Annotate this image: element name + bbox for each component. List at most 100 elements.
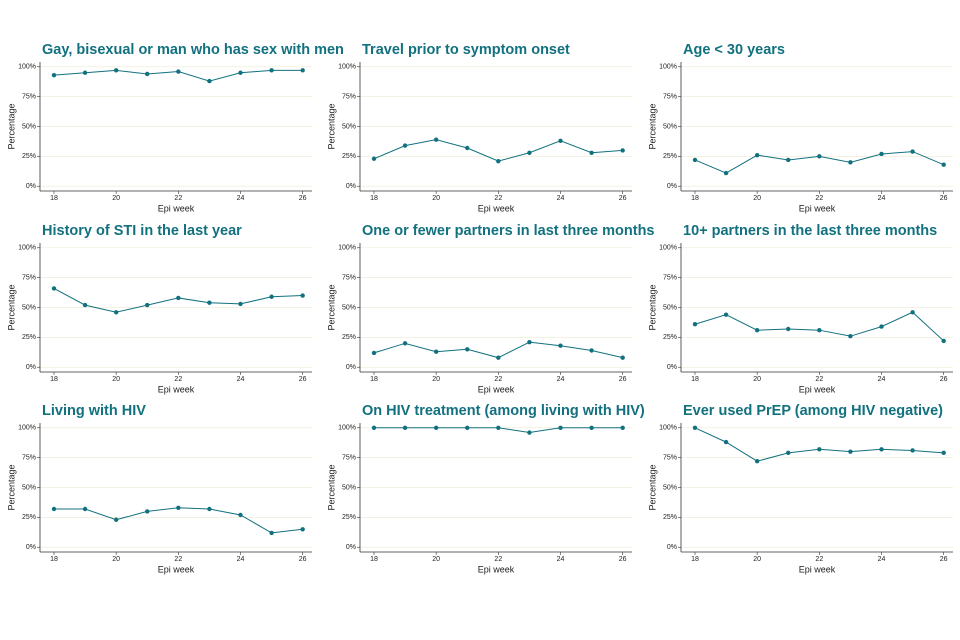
point bbox=[527, 430, 532, 435]
point bbox=[941, 338, 946, 344]
x-tick-label: 20 bbox=[753, 195, 761, 202]
x-tick-label: 20 bbox=[432, 556, 440, 563]
point bbox=[465, 145, 470, 151]
x-tick-label: 18 bbox=[691, 556, 699, 563]
x-tick-label: 18 bbox=[50, 556, 58, 563]
point bbox=[879, 447, 884, 452]
x-tick-label: 26 bbox=[940, 376, 948, 383]
point bbox=[589, 425, 594, 430]
y-tick-label: 25% bbox=[342, 334, 356, 341]
x-tick-label: 18 bbox=[370, 556, 378, 563]
x-tick-label: 24 bbox=[237, 376, 245, 383]
point bbox=[589, 348, 594, 353]
y-tick-label: 0% bbox=[667, 183, 677, 190]
y-axis-label: Percentage bbox=[6, 464, 16, 510]
y-tick-label: 25% bbox=[663, 514, 677, 521]
point bbox=[558, 343, 563, 348]
panel-title: 10+ partners in the last three months bbox=[683, 223, 937, 239]
point bbox=[402, 341, 408, 346]
x-tick-label: 26 bbox=[299, 556, 307, 563]
x-tick-label: 22 bbox=[174, 195, 182, 202]
x-axis-label: Epi week bbox=[158, 384, 195, 394]
point bbox=[176, 69, 181, 74]
point bbox=[620, 148, 625, 153]
x-tick-label: 20 bbox=[112, 556, 120, 563]
point bbox=[465, 425, 470, 430]
x-axis-label: Epi week bbox=[799, 384, 836, 394]
x-axis-label: Epi week bbox=[799, 564, 836, 574]
point bbox=[176, 295, 181, 301]
point bbox=[207, 78, 212, 84]
x-tick-label: 24 bbox=[557, 376, 565, 383]
y-tick-label: 25% bbox=[663, 153, 677, 160]
y-tick-label: 75% bbox=[22, 454, 36, 461]
point bbox=[879, 151, 884, 157]
x-axis-label: Epi week bbox=[158, 203, 195, 213]
point bbox=[941, 450, 946, 456]
x-tick-label: 22 bbox=[815, 195, 823, 202]
point bbox=[941, 162, 946, 167]
point bbox=[238, 512, 243, 518]
point bbox=[433, 425, 439, 430]
x-tick-label: 24 bbox=[237, 195, 245, 202]
point bbox=[269, 530, 274, 536]
y-tick-label: 100% bbox=[18, 245, 36, 252]
panel-title: On HIV treatment (among living with HIV) bbox=[362, 403, 645, 419]
panel-title: Living with HIV bbox=[42, 403, 146, 419]
line bbox=[373, 139, 623, 162]
y-tick-label: 75% bbox=[342, 93, 356, 100]
y-tick-label: 50% bbox=[342, 123, 356, 130]
point bbox=[558, 425, 563, 430]
x-tick-label: 20 bbox=[753, 556, 761, 563]
y-tick-label: 0% bbox=[346, 364, 356, 371]
x-tick-label: 20 bbox=[753, 376, 761, 383]
point bbox=[910, 448, 915, 453]
point bbox=[754, 327, 760, 333]
point bbox=[402, 425, 408, 430]
point bbox=[371, 156, 377, 161]
x-tick-label: 26 bbox=[619, 376, 627, 383]
x-tick-label: 20 bbox=[432, 195, 440, 202]
point bbox=[51, 506, 57, 512]
x-tick-label: 26 bbox=[619, 195, 627, 202]
y-tick-label: 100% bbox=[659, 425, 677, 432]
x-tick-label: 18 bbox=[50, 195, 58, 202]
y-tick-label: 100% bbox=[659, 64, 677, 71]
point bbox=[113, 517, 119, 522]
y-tick-label: 75% bbox=[663, 454, 677, 461]
y-tick-label: 25% bbox=[342, 514, 356, 521]
y-axis-label: Percentage bbox=[6, 284, 16, 330]
y-tick-label: 50% bbox=[663, 484, 677, 491]
x-tick-label: 24 bbox=[237, 556, 245, 563]
y-tick-label: 25% bbox=[22, 153, 36, 160]
y-tick-label: 25% bbox=[663, 334, 677, 341]
point bbox=[527, 150, 532, 155]
y-tick-label: 25% bbox=[22, 514, 36, 521]
x-axis-label: Epi week bbox=[158, 564, 195, 574]
y-tick-label: 50% bbox=[342, 304, 356, 311]
y-tick-label: 25% bbox=[342, 153, 356, 160]
point bbox=[371, 425, 377, 430]
line bbox=[53, 507, 303, 534]
y-axis-label: Percentage bbox=[326, 284, 336, 330]
y-tick-label: 100% bbox=[338, 64, 356, 71]
y-tick-label: 50% bbox=[663, 123, 677, 130]
y-tick-label: 0% bbox=[26, 364, 36, 371]
y-axis-label: Percentage bbox=[647, 103, 657, 149]
x-tick-label: 22 bbox=[815, 376, 823, 383]
y-tick-label: 0% bbox=[667, 364, 677, 371]
point bbox=[300, 527, 305, 532]
x-axis-label: Epi week bbox=[478, 384, 515, 394]
y-tick-label: 50% bbox=[22, 123, 36, 130]
line bbox=[373, 341, 623, 359]
point bbox=[113, 310, 119, 315]
x-tick-label: 24 bbox=[878, 556, 886, 563]
x-tick-label: 24 bbox=[878, 195, 886, 202]
y-axis-label: Percentage bbox=[326, 103, 336, 149]
y-tick-label: 75% bbox=[663, 93, 677, 100]
point bbox=[176, 505, 181, 511]
point bbox=[754, 152, 760, 158]
point bbox=[113, 68, 119, 73]
point bbox=[723, 439, 729, 445]
